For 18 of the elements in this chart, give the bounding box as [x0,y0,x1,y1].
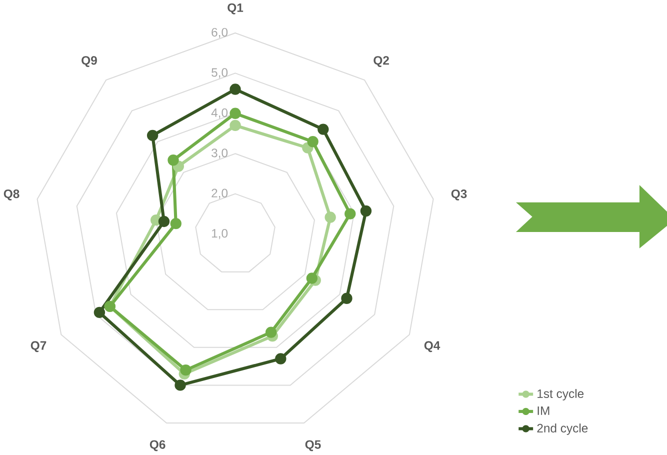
legend-label: 1st cycle [538,389,584,401]
y-tick-label: 5,0 [212,68,228,78]
y-tick-label: 3,0 [212,148,228,159]
y-tick-label: 6,0 [212,28,228,38]
y-tick-label: 1,0 [212,229,228,240]
y-tick-label: 2,0 [212,189,228,200]
spoke-label: Q8 [4,190,20,201]
spoke-label: Q5 [305,440,321,452]
spoke-label: Q4 [424,341,440,352]
spoke-label: Q3 [451,190,467,201]
spoke-label: Q7 [30,341,46,352]
y-tick-label: 4,0 [211,108,228,119]
spoke-label: Q1 [228,4,244,15]
spoke-label: Q2 [374,56,389,68]
legend-label: IM [538,406,550,416]
spoke-label: Q6 [150,440,166,452]
spoke-label: Q9 [82,56,97,68]
legend-label: 2nd cycle [537,424,588,436]
